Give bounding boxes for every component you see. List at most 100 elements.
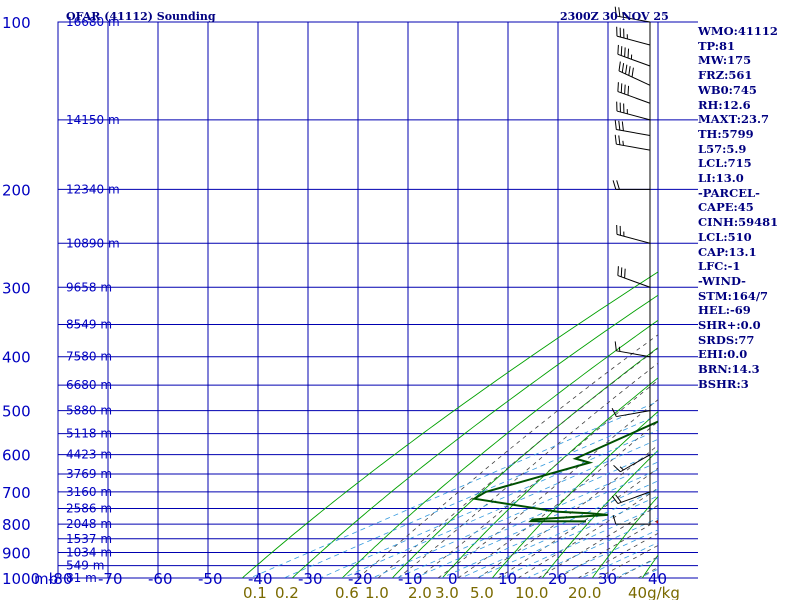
temperature-tick-label: 10 [498, 570, 517, 588]
dry-adiabat [541, 449, 658, 578]
wind-barb-half-flag [622, 12, 624, 18]
wind-barb-flag [618, 135, 621, 145]
temperature-tick-label: -60 [148, 570, 173, 588]
mixing-ratio-line [342, 438, 658, 578]
pressure-tick-label: 1000 [2, 570, 40, 588]
index-item: LCL:715 [698, 156, 752, 171]
temperature-tick-label: -20 [348, 570, 373, 588]
mixing-ratio-label: 2.0 [408, 584, 432, 600]
height-label: 9658 m [66, 280, 112, 294]
pressure-tick-label: 800 [2, 516, 31, 534]
dry-adiabat [441, 377, 658, 578]
sounding-layer [471, 420, 658, 524]
pressure-tick-label: 700 [2, 484, 31, 502]
mixing-ratio-line [249, 401, 658, 578]
dry-adiabat [792, 22, 800, 578]
index-item: BRN:14.3 [698, 362, 760, 377]
height-label: 5880 m [66, 404, 112, 418]
height-label: 14150 m [66, 113, 120, 127]
index-item: EHI:0.0 [698, 347, 748, 362]
wind-barb-flag [620, 267, 623, 277]
mixing-ratio-label: 0.6 [335, 584, 359, 600]
mixing-ratio-line [414, 469, 658, 578]
wind-barb-staff [616, 410, 651, 418]
wind-barb-half-flag [618, 346, 621, 352]
height-label: 2586 m [66, 502, 112, 516]
height-label: 5118 m [66, 427, 112, 441]
wind-barb-flag [612, 180, 617, 190]
wind-barb [616, 26, 651, 46]
index-item: L57:5.9 [698, 141, 747, 156]
moist-adiabat [517, 487, 658, 578]
wind-barb-flag [627, 48, 630, 59]
index-item: TH:5799 [698, 126, 754, 141]
mixing-ratio-line [320, 429, 658, 578]
wind-barb-half-flag [622, 140, 624, 146]
mixing-ratio-label: 20.0 [568, 584, 601, 600]
wind-barb-flag [624, 84, 626, 95]
wind-barb-staff [617, 275, 651, 288]
mixing-ratio-label: 10.0 [515, 584, 548, 600]
wind-barb [614, 341, 651, 358]
index-item: WB0:745 [698, 82, 757, 97]
mixing-ratio-label: 5.0 [470, 584, 494, 600]
index-item: SHR+:0.0 [698, 318, 761, 333]
wind-barb [618, 61, 651, 86]
wind-barb [617, 82, 651, 104]
wind-barb-layer [611, 6, 651, 525]
wind-barb-flag [611, 495, 619, 504]
pressure-tick-label: 500 [2, 403, 31, 421]
temperature-tick-label: -40 [248, 570, 273, 588]
wind-barb-flag [631, 67, 634, 78]
moist-adiabat [477, 444, 658, 578]
temperature-tick-label: -70 [98, 570, 123, 588]
wind-barb-flag [620, 46, 623, 56]
index-item: CAP:13.1 [698, 244, 757, 259]
wind-barb-half-flag [619, 466, 624, 471]
adiabat-layer [242, 22, 800, 578]
mixing-ratio-line [476, 495, 658, 578]
wind-barb-staff [616, 15, 651, 23]
wind-barb-flag [617, 44, 619, 55]
wind-barb-staff [617, 491, 651, 505]
wind-barb-staff [616, 110, 651, 121]
wind-barb-flag [614, 120, 617, 130]
wind-barb-staff [617, 91, 651, 104]
wind-barb-flag [614, 134, 617, 145]
wind-barb [612, 514, 650, 525]
wind-barb-flag [624, 268, 626, 279]
mixing-ratio-label: 0.1 [243, 584, 267, 600]
chart-title: OFAR (41112) Sounding [66, 10, 216, 23]
wind-barb [611, 407, 651, 418]
index-item: RH:12.6 [698, 97, 751, 112]
temperature-tick-label: 20 [548, 570, 567, 588]
mixing-ratio-label: 3.0 [435, 584, 459, 600]
mixing-ratio-line [396, 461, 658, 578]
dry-adiabat [591, 495, 658, 578]
height-label: 12340 m [66, 182, 120, 196]
temperature-tick-label: -50 [198, 570, 223, 588]
index-item: CAPE:45 [698, 200, 754, 215]
height-label: 6680 m [66, 378, 112, 392]
wind-barb-staff [616, 143, 651, 151]
temperature-tick-label: -80 [48, 570, 73, 588]
index-item: MW:175 [698, 53, 752, 68]
wind-barb-staff [616, 35, 651, 46]
height-label: 1034 m [66, 546, 112, 560]
index-item: TP:81 [698, 38, 736, 53]
wind-barb [614, 6, 651, 23]
wind-barb-flag [628, 66, 631, 76]
index-item: LFC:-1 [698, 259, 741, 274]
wind-barb-staff [620, 454, 651, 473]
wind-barb-flag [612, 514, 617, 525]
chart-time: 2300Z 30 NOV 25 [560, 10, 669, 23]
dry-adiabat [242, 271, 658, 578]
wind-barb-flag [611, 407, 617, 417]
mixing-ratio-label: 1.0 [365, 584, 389, 600]
temperature-tick-label: -30 [298, 570, 323, 588]
wind-barb-flag [613, 464, 621, 473]
dry-adiabat [341, 319, 658, 578]
wind-barb [613, 454, 651, 473]
height-label: 1537 m [66, 532, 112, 546]
